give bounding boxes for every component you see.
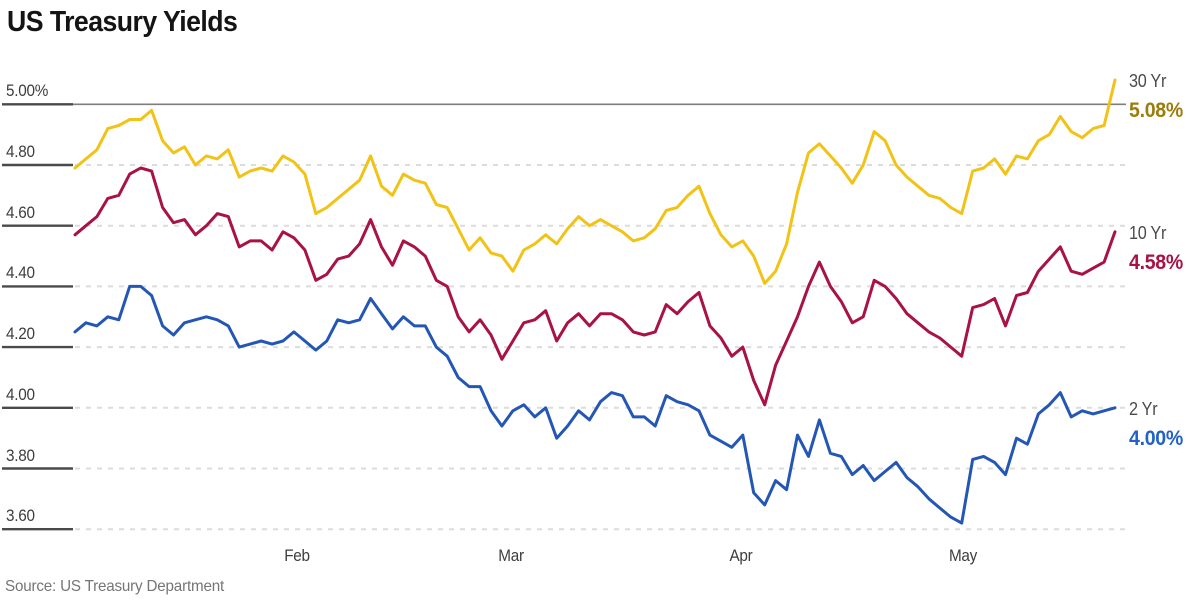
- series-line-10-yr: [73, 166, 1117, 407]
- y-axis-label: 3.80: [6, 445, 35, 465]
- series-latest-value: 4.00%: [1129, 426, 1183, 450]
- y-axis-label: 4.20: [6, 324, 35, 344]
- x-axis-label: Apr: [729, 546, 753, 565]
- x-axis-label: Mar: [498, 546, 524, 565]
- series-line-2-yr: [73, 284, 1117, 525]
- y-axis-label: 3.60: [6, 506, 35, 526]
- series-name-label: 2 Yr: [1129, 398, 1158, 419]
- y-axis-label: 4.60: [6, 202, 35, 222]
- y-axis-label: 4.40: [6, 263, 35, 283]
- y-axis-label: 5.00%: [6, 81, 49, 101]
- series-latest-value: 4.58%: [1129, 250, 1183, 274]
- chart-title: US Treasury Yields: [7, 6, 238, 38]
- series-name-label: 30 Yr: [1129, 71, 1167, 92]
- y-axis-label: 4.00: [6, 384, 35, 404]
- series-latest-value: 5.08%: [1129, 99, 1183, 123]
- series-line-30-yr: [73, 78, 1117, 285]
- source-attribution: Source: US Treasury Department: [5, 578, 225, 595]
- x-axis-label: May: [948, 546, 977, 565]
- y-axis-label: 4.80: [6, 142, 35, 161]
- series-name-label: 10 Yr: [1129, 222, 1167, 243]
- x-axis-label: Feb: [284, 546, 310, 565]
